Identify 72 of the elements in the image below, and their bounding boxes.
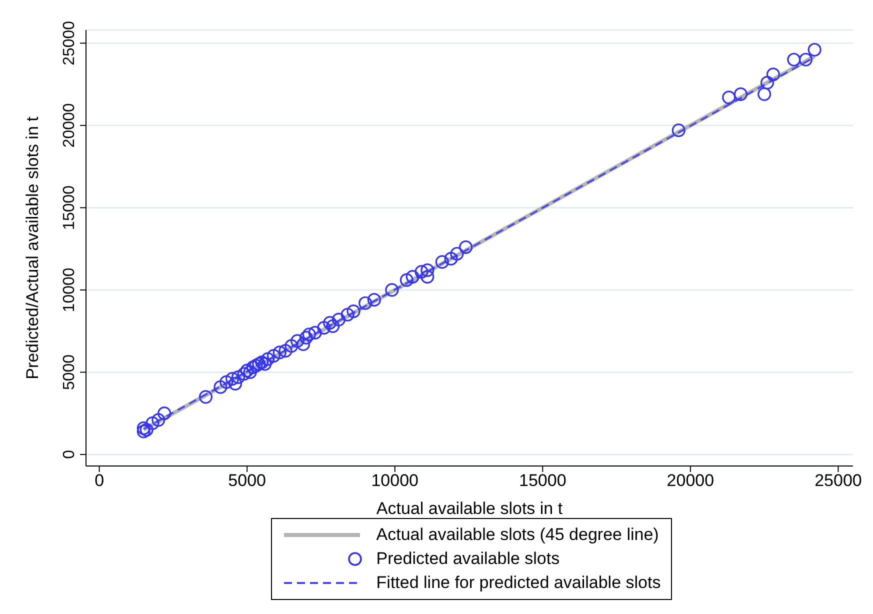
point [260, 352, 275, 366]
point [340, 308, 354, 322]
point [323, 316, 337, 330]
point [152, 413, 166, 427]
point [406, 270, 420, 284]
x-axis-title: Actual available slots in t [376, 499, 563, 518]
point [358, 296, 372, 310]
point [308, 326, 322, 340]
y-tick-label: 0 [61, 450, 78, 459]
y-tick-label: 5000 [61, 354, 78, 390]
point [278, 344, 292, 358]
point [284, 339, 298, 353]
point [228, 376, 242, 391]
x-tick-label: 15000 [519, 471, 566, 490]
point [332, 312, 346, 326]
point [158, 406, 172, 420]
point [367, 293, 381, 307]
point [136, 421, 150, 435]
point [450, 246, 464, 261]
point [346, 304, 360, 318]
point [326, 319, 340, 333]
legend-label: Fitted line for predicted available slots [376, 572, 661, 594]
y-tick-label: 20000 [61, 103, 78, 148]
point [385, 283, 399, 297]
y-tick-label: 25000 [61, 20, 78, 66]
point [808, 42, 822, 57]
point [146, 416, 160, 430]
point [299, 330, 313, 344]
point [302, 328, 316, 342]
point [435, 255, 449, 269]
point [249, 358, 263, 372]
point [722, 90, 736, 104]
point [317, 320, 331, 335]
point [272, 346, 286, 360]
point [240, 364, 254, 378]
point [243, 365, 257, 380]
point [444, 252, 458, 266]
x-tick-label: 25000 [814, 471, 862, 490]
point [420, 270, 434, 284]
point [400, 273, 414, 287]
point [231, 370, 246, 384]
point [798, 52, 813, 66]
point [237, 367, 251, 381]
y-tick-label: 10000 [61, 268, 78, 312]
point [734, 87, 748, 101]
x-tick-label: 20000 [666, 471, 714, 490]
point [420, 263, 434, 278]
point [459, 240, 473, 254]
point [255, 356, 269, 370]
point [140, 423, 154, 437]
point [198, 390, 213, 404]
point [758, 87, 772, 101]
point [136, 424, 150, 438]
point [672, 124, 686, 138]
legend-label: Predicted available slots [376, 548, 560, 570]
y-axis-title: Predicted/Actual available slots in t [23, 116, 42, 380]
point [226, 372, 240, 386]
point [290, 334, 304, 348]
point [414, 265, 428, 279]
point [296, 337, 310, 352]
point [266, 348, 280, 363]
point [258, 357, 272, 371]
point [787, 52, 801, 66]
point [220, 375, 234, 389]
x-tick-label: 0 [94, 471, 104, 490]
point [766, 68, 780, 82]
legend-label: Actual available slots (45 degree line) [376, 524, 659, 546]
point [214, 380, 228, 394]
x-tick-label: 5000 [228, 471, 266, 490]
y-tick-label: 15000 [61, 185, 78, 230]
point [760, 76, 774, 90]
x-tick-label: 10000 [371, 471, 419, 490]
